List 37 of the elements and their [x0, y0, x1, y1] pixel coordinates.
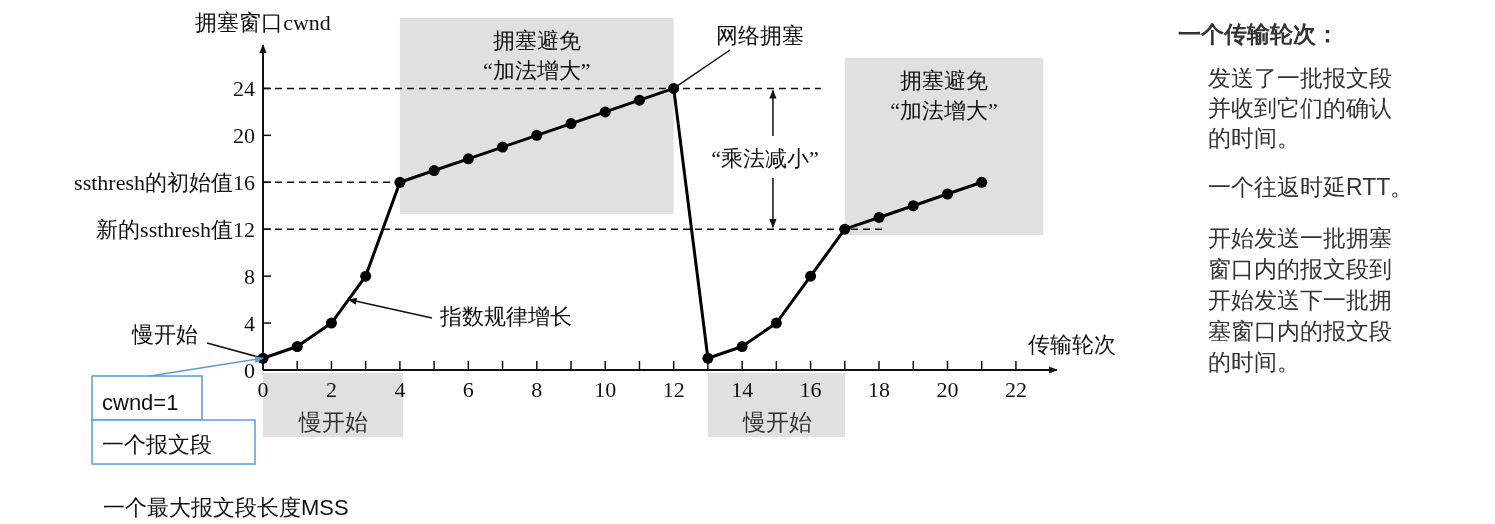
y-tick-label: 24	[233, 76, 255, 102]
x-tick-label: 2	[325, 377, 337, 402]
x-tick-label: 16	[799, 377, 822, 402]
annotation: cwnd=1	[102, 390, 179, 415]
annotation: 一个最大报文段长度MSS	[103, 495, 349, 520]
y-tick-label: 20	[233, 123, 255, 149]
x-tick-label: 20	[936, 377, 959, 402]
annotation: 指数规律增长	[347, 297, 572, 329]
x-tick-label: 12	[662, 377, 685, 402]
y-tick-label: 0	[244, 358, 255, 383]
annotation: 网络拥塞	[672, 23, 804, 90]
y-tick-label: 8	[244, 264, 255, 290]
x-tick-label: 6	[462, 377, 474, 402]
band-label: 拥塞避免 “加法增大”	[483, 28, 591, 83]
x-axis-title: 传输轮次	[1028, 332, 1116, 357]
annotation: 一个往返时延RTT。	[1208, 174, 1414, 200]
y-tick-label: ssthresh的初始值16	[74, 170, 255, 196]
annotation: “乘法减小”	[711, 89, 819, 229]
annotation: 网络拥塞	[716, 23, 804, 48]
y-tick-label: 4	[244, 311, 255, 337]
annotation: 一个传输轮次：	[1178, 21, 1339, 47]
x-tick-label: 14	[731, 377, 754, 402]
x-tick-label: 18	[868, 377, 891, 402]
x-tick-label: 22	[1004, 377, 1027, 402]
y-tick-label: 新的ssthresh值12	[96, 217, 255, 243]
y-axis-title: 拥塞窗口cwnd	[195, 10, 331, 35]
x-tick-label: 10	[594, 377, 617, 402]
annotation: 慢开始	[742, 409, 812, 435]
annotation: 慢开始	[298, 409, 368, 435]
x-tick-label: 8	[531, 377, 543, 402]
x-tick-label: 4	[394, 377, 406, 402]
annotation: “乘法减小”	[711, 146, 819, 171]
band-label: 拥塞避免 “加法增大”	[890, 67, 998, 123]
annotation: 开始发送一批拥塞窗口内的报文段到开始发送下一批拥塞窗口内的报文段的时间。	[1208, 225, 1392, 375]
annotation: 一个报文段	[91, 419, 256, 465]
annotation: 发送了一批报文段并收到它们的确认的时间。	[1208, 65, 1392, 151]
annotation: 指数规律增长	[439, 304, 572, 329]
